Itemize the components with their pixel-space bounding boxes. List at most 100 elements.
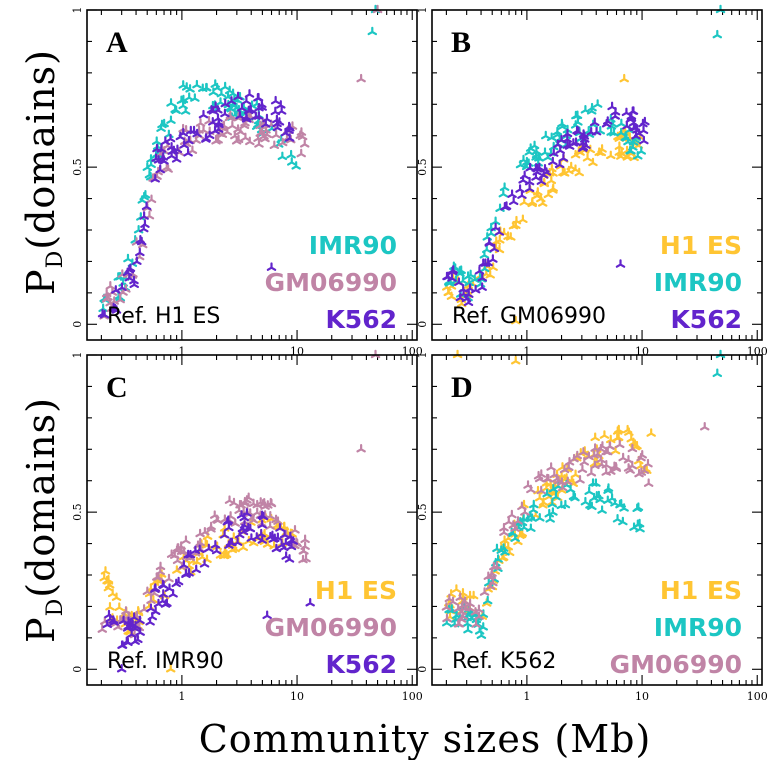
point-imr90: [618, 516, 628, 526]
point-k562: [160, 136, 171, 146]
point-gm06990: [259, 131, 269, 140]
legend-entry: IMR90: [654, 268, 742, 297]
point-imr90: [546, 132, 557, 142]
point-imr90: [715, 349, 726, 359]
point-k562: [615, 259, 626, 268]
point-k562: [162, 598, 172, 607]
point-k562: [219, 530, 230, 539]
point-gm06990: [164, 573, 174, 583]
point-k562: [208, 117, 218, 126]
point-k562: [141, 201, 152, 211]
point-imr90: [192, 79, 202, 89]
point-k562: [184, 135, 194, 145]
point-h1-es: [444, 287, 454, 296]
point-imr90: [597, 505, 607, 514]
point-k562: [241, 96, 252, 105]
point-imr90: [603, 485, 613, 494]
point-imr90: [548, 483, 559, 493]
point-k562: [442, 271, 452, 281]
point-k562: [276, 100, 286, 109]
point-imr90: [492, 543, 502, 553]
point-k562: [133, 634, 143, 644]
point-k562: [158, 589, 169, 598]
point-gm06990: [643, 478, 654, 487]
point-h1-es: [105, 601, 115, 611]
point-k562: [564, 141, 575, 150]
point-gm06990: [444, 593, 455, 603]
y-label-rest: (domains): [19, 49, 63, 250]
point-k562: [132, 256, 142, 265]
point-gm06990: [603, 446, 613, 456]
point-gm06990: [206, 524, 216, 533]
point-imr90: [565, 484, 576, 493]
legend-entry: IMR90: [309, 231, 397, 260]
point-k562: [199, 559, 210, 568]
point-imr90: [140, 189, 151, 199]
point-k562: [579, 134, 590, 143]
point-imr90: [540, 147, 550, 156]
point-k562: [186, 125, 196, 135]
point-imr90: [612, 514, 623, 523]
reference-label: Ref. IMR90: [107, 649, 224, 674]
point-k562: [135, 615, 145, 625]
point-k562: [165, 133, 176, 143]
point-k562: [251, 111, 261, 120]
point-imr90: [220, 81, 230, 91]
point-k562: [470, 284, 481, 294]
panel-c: 1 10 100 0 0.5 1 C Ref. IMR90 H1 ES GM06990 K562: [71, 349, 423, 703]
point-h1-es: [646, 428, 656, 437]
data-points: [441, 349, 726, 639]
point-gm06990: [499, 522, 509, 532]
point-h1-es: [114, 602, 125, 611]
point-k562: [256, 528, 266, 538]
point-k562: [629, 122, 639, 132]
point-gm06990: [213, 515, 223, 524]
y-tick-label: 0.5: [416, 503, 429, 521]
point-k562: [477, 272, 488, 282]
point-k562: [152, 143, 162, 153]
y-tick-label: 0: [416, 321, 429, 328]
y-tick-label: 1: [71, 352, 84, 359]
point-h1-es: [622, 424, 633, 434]
point-h1-es: [624, 427, 634, 436]
point-gm06990: [271, 129, 281, 139]
point-imr90: [518, 154, 529, 164]
point-h1-es: [574, 167, 584, 177]
point-k562: [279, 529, 290, 539]
plot-frame: [86, 9, 418, 341]
point-h1-es: [100, 566, 111, 575]
x-axis-label: Community sizes (Mb): [199, 717, 652, 760]
point-k562: [607, 101, 617, 111]
point-k562: [226, 96, 237, 105]
point-gm06990: [298, 546, 309, 555]
point-imr90: [291, 161, 301, 170]
point-k562: [191, 564, 201, 574]
point-imr90: [588, 478, 598, 487]
point-k562: [631, 130, 641, 140]
legend-entry: H1 ES: [660, 576, 742, 605]
legend-entry: GM06990: [265, 613, 397, 642]
point-k562: [279, 542, 289, 552]
point-gm06990: [601, 467, 611, 476]
point-imr90: [210, 79, 221, 88]
point-gm06990: [486, 570, 497, 580]
point-k562: [265, 531, 276, 541]
point-k562: [257, 102, 267, 111]
x-tick-label: 10: [290, 690, 304, 703]
point-k562: [627, 106, 638, 115]
point-k562: [488, 254, 498, 263]
y-tick-label: 1: [416, 7, 429, 14]
point-h1-es: [614, 424, 624, 434]
point-k562: [97, 308, 108, 318]
point-k562: [116, 663, 127, 673]
point-k562: [556, 134, 567, 144]
point-gm06990: [543, 473, 554, 483]
point-gm06990: [271, 514, 281, 524]
legend-entry: K562: [325, 650, 397, 679]
point-h1-es: [527, 198, 537, 208]
point-gm06990: [534, 473, 545, 483]
point-h1-es: [590, 432, 600, 442]
point-gm06990: [699, 421, 710, 431]
point-h1-es: [465, 590, 475, 600]
legend-entry: GM06990: [265, 268, 397, 297]
